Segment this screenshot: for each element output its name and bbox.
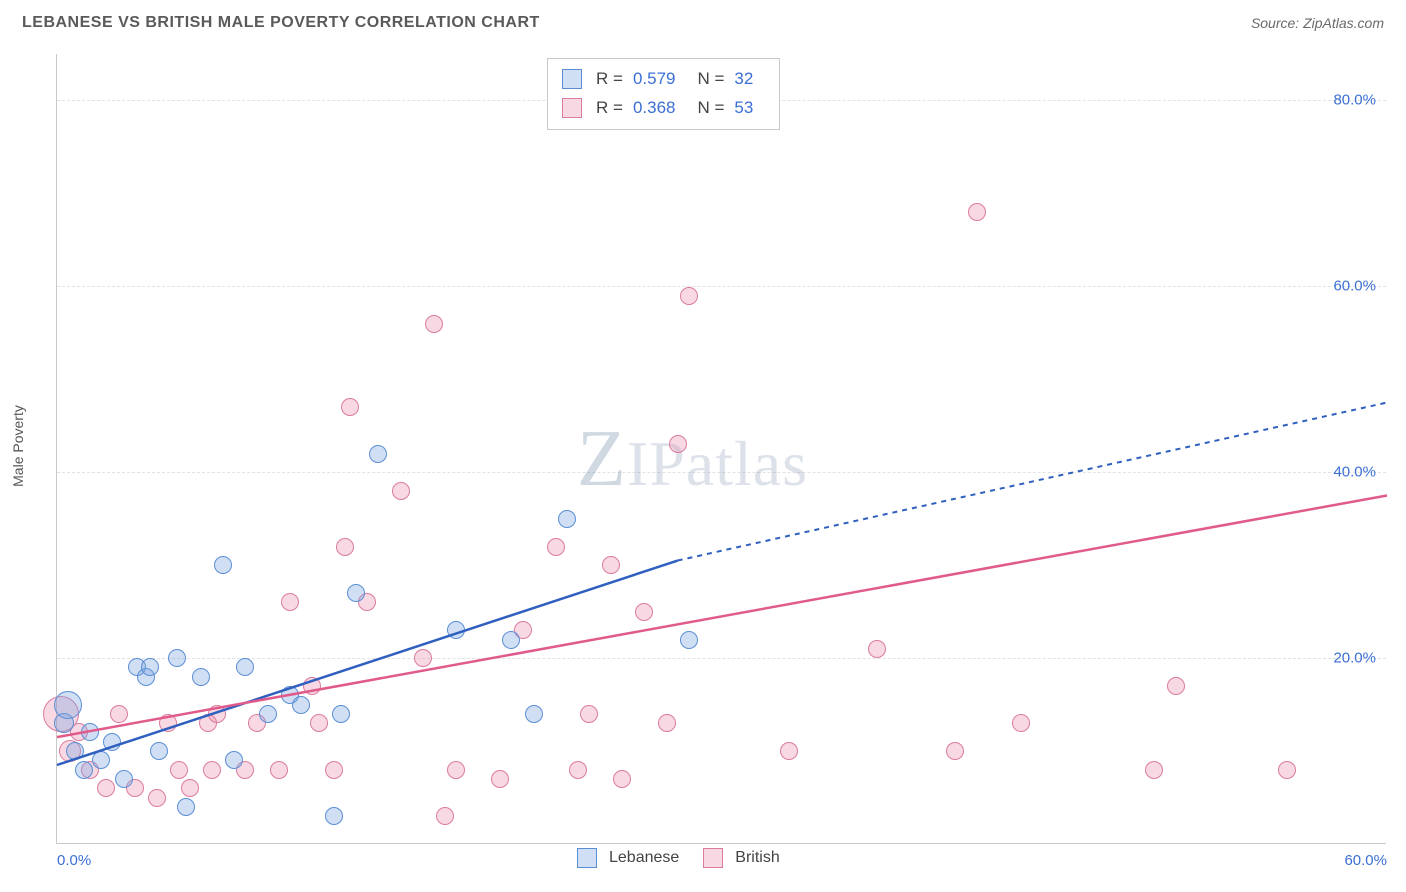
legend-swatch — [703, 848, 723, 868]
trend-line — [57, 561, 678, 765]
stat-r-label: R = — [596, 65, 623, 94]
trend-line-extrapolated — [678, 403, 1387, 561]
chart-source: Source: ZipAtlas.com — [1251, 15, 1384, 31]
x-tick-label: 60.0% — [1344, 852, 1387, 869]
y-axis-label: Male Poverty — [10, 405, 26, 487]
legend-swatch — [562, 98, 582, 118]
stat-n-value: 32 — [734, 65, 753, 94]
legend-label: British — [735, 849, 779, 867]
stat-r-value: 0.579 — [633, 65, 676, 94]
stat-n-value: 53 — [734, 94, 753, 123]
stat-n-label: N = — [697, 65, 724, 94]
series-legend: Lebanese British — [577, 848, 780, 868]
legend-item: British — [703, 848, 779, 868]
legend-label: Lebanese — [609, 849, 679, 867]
stat-n-label: N = — [697, 94, 724, 123]
stat-r-value: 0.368 — [633, 94, 676, 123]
plot-area: 20.0%40.0%60.0%80.0%0.0%60.0%ZIPatlasR =… — [56, 54, 1386, 844]
x-tick-label: 0.0% — [57, 852, 91, 869]
stats-legend: R = 0.579 N = 32 R = 0.368 N = 53 — [547, 58, 780, 130]
chart-title: LEBANESE VS BRITISH MALE POVERTY CORRELA… — [22, 14, 540, 32]
stats-row: R = 0.368 N = 53 — [562, 94, 765, 123]
trend-lines — [57, 54, 1387, 844]
legend-item: Lebanese — [577, 848, 679, 868]
chart-header: LEBANESE VS BRITISH MALE POVERTY CORRELA… — [0, 0, 1406, 42]
legend-swatch — [562, 69, 582, 89]
trend-line — [57, 495, 1387, 737]
stats-row: R = 0.579 N = 32 — [562, 65, 765, 94]
stat-r-label: R = — [596, 94, 623, 123]
legend-swatch — [577, 848, 597, 868]
